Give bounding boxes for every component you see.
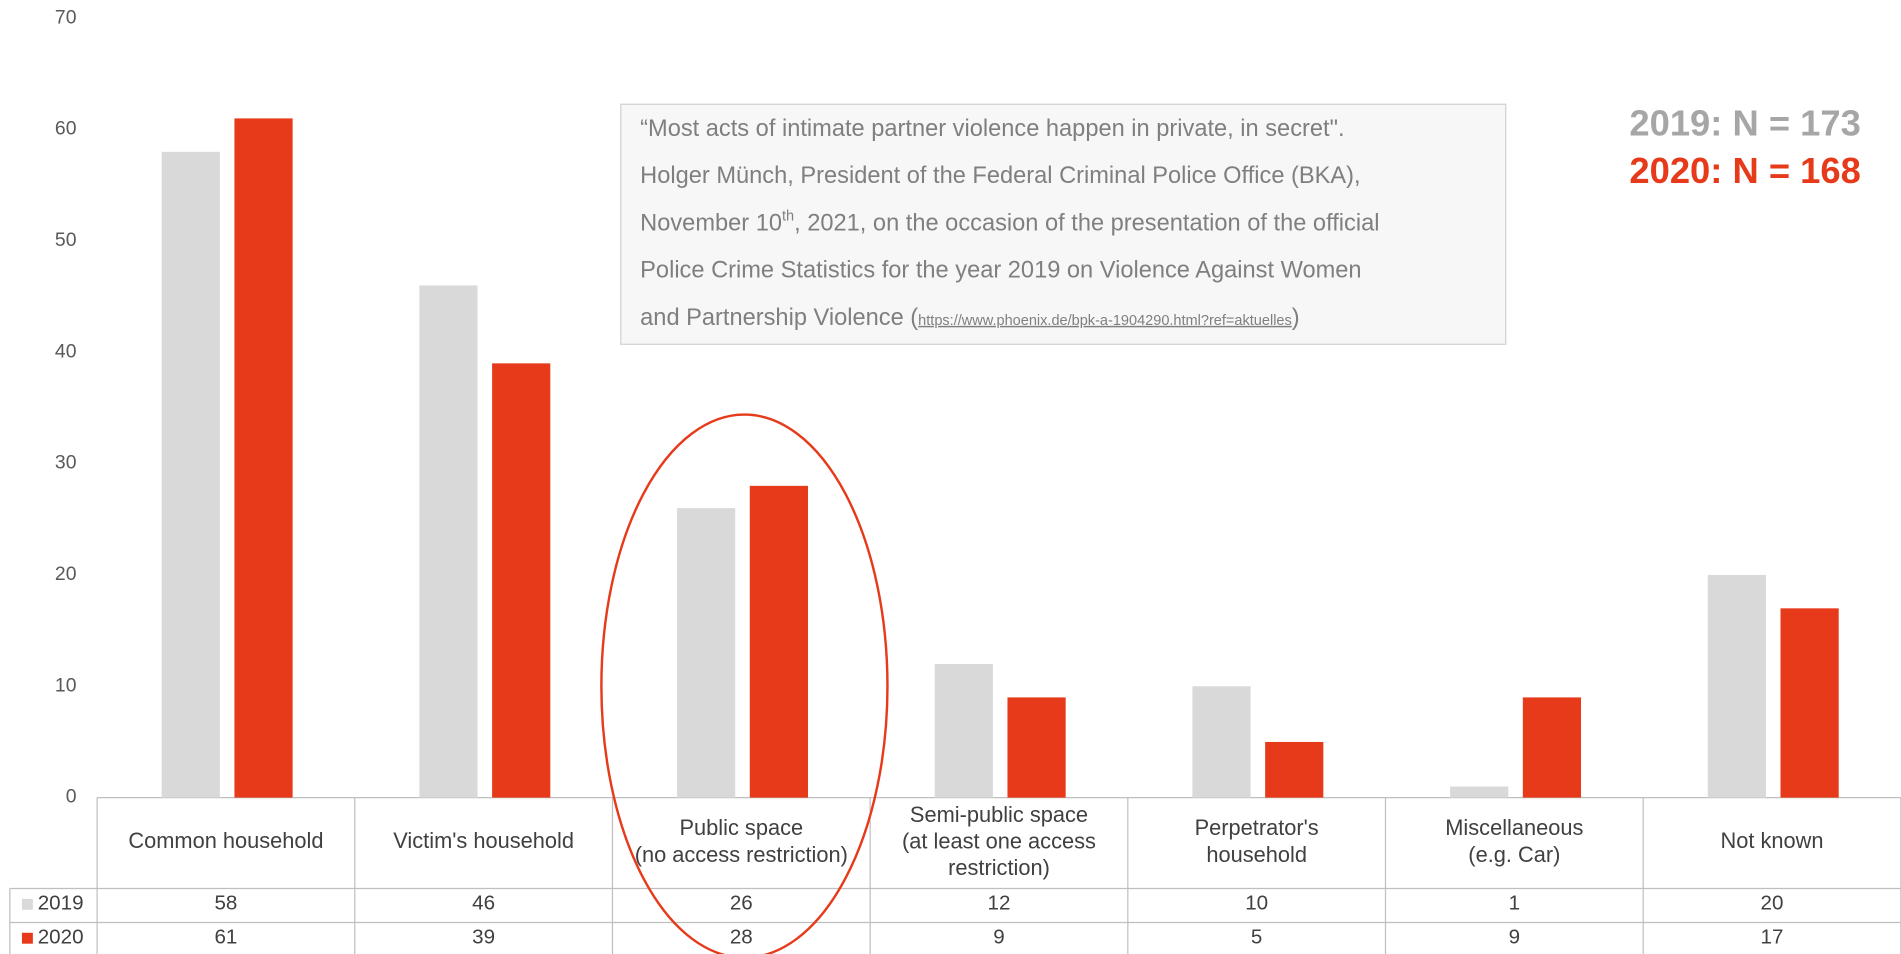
y-tick-label: 10 xyxy=(55,674,77,696)
quote-box xyxy=(620,103,1507,345)
x-tick-label: Victim's household xyxy=(393,828,574,853)
bar xyxy=(419,285,478,798)
quote-text: and Partnership Violence ( xyxy=(640,305,918,331)
table-value: 46 xyxy=(472,892,495,915)
label-line: Semi-public space xyxy=(910,802,1088,827)
bar xyxy=(1007,697,1066,798)
bar xyxy=(1780,608,1839,798)
y-tick-label: 60 xyxy=(55,118,77,140)
label-line: (at least one access xyxy=(902,828,1096,853)
label-line: (e.g. Car) xyxy=(1468,842,1560,867)
legend-label: 2020 xyxy=(38,926,84,949)
bar xyxy=(677,508,736,798)
x-tick-label: Miscellaneous (e.g. Car) xyxy=(1445,815,1583,867)
bar xyxy=(1522,697,1582,798)
bar xyxy=(161,151,220,798)
table-value: 5 xyxy=(1251,926,1262,949)
bar xyxy=(492,363,551,798)
quote-text: ) xyxy=(1292,305,1300,331)
legend-swatch xyxy=(21,898,33,910)
label-line: (no access restriction) xyxy=(635,842,848,867)
bar xyxy=(1707,574,1766,798)
y-tick-label: 30 xyxy=(55,452,77,474)
n-label: 2019: N = 173 xyxy=(1629,103,1860,144)
x-tick-label: Not known xyxy=(1721,828,1824,853)
table-value: 17 xyxy=(1761,926,1784,949)
quote-link[interactable]: https://www.phoenix.de/bpk-a-1904290.htm… xyxy=(918,313,1292,329)
table-value: 9 xyxy=(993,926,1004,949)
bar xyxy=(1192,686,1251,798)
quote-text: , 2021, on the occasion of the presentat… xyxy=(794,210,1379,236)
x-tick-label: Public space (no access restriction) xyxy=(635,815,848,867)
x-tick-label: Semi-public space (at least one access res… xyxy=(902,802,1096,880)
quote-line: Police Crime Statistics for the year 201… xyxy=(640,258,1361,284)
quote-text: November 10 xyxy=(640,210,782,236)
legend-swatch xyxy=(21,932,33,944)
y-tick-label: 0 xyxy=(66,786,77,808)
label-line: Public space xyxy=(680,815,804,840)
quote-line: November 10th, 2021, on the occasion of … xyxy=(640,209,1379,237)
label-line: restriction) xyxy=(948,855,1050,880)
x-tick-label: Perpetrator's household xyxy=(1195,815,1319,867)
table-value: 20 xyxy=(1761,892,1784,915)
bar xyxy=(1450,786,1509,798)
table-value: 28 xyxy=(730,926,753,949)
bar xyxy=(934,664,993,798)
table-value: 10 xyxy=(1245,892,1268,915)
table-value: 58 xyxy=(214,892,237,915)
label-line: household xyxy=(1206,842,1307,867)
label-line: Perpetrator's xyxy=(1195,815,1319,840)
n-label: 2020: N = 168 xyxy=(1629,150,1860,191)
table-value: 9 xyxy=(1509,926,1520,949)
x-tick-label: Common household xyxy=(128,828,323,853)
quote-line: Holger Münch, President of the Federal C… xyxy=(640,163,1360,189)
label-line: Miscellaneous xyxy=(1445,815,1583,840)
y-tick-label: 50 xyxy=(55,229,77,251)
quote-superscript: th xyxy=(782,209,794,225)
table-value: 1 xyxy=(1509,892,1520,915)
bar xyxy=(749,485,808,798)
y-tick-label: 70 xyxy=(55,6,77,28)
quote-line: and Partnership Violence (https://www.ph… xyxy=(640,305,1299,331)
bar xyxy=(1265,741,1324,798)
table-value: 26 xyxy=(730,892,753,915)
table-value: 12 xyxy=(988,892,1011,915)
y-tick-label: 40 xyxy=(55,340,77,362)
highlight-ellipse xyxy=(600,413,889,954)
table-value: 39 xyxy=(472,926,495,949)
quote-line: “Most acts of intimate partner violence … xyxy=(640,116,1344,142)
bar xyxy=(234,118,293,798)
table-value: 61 xyxy=(214,926,237,949)
legend-label: 2019 xyxy=(38,892,84,915)
y-tick-label: 20 xyxy=(55,563,77,585)
